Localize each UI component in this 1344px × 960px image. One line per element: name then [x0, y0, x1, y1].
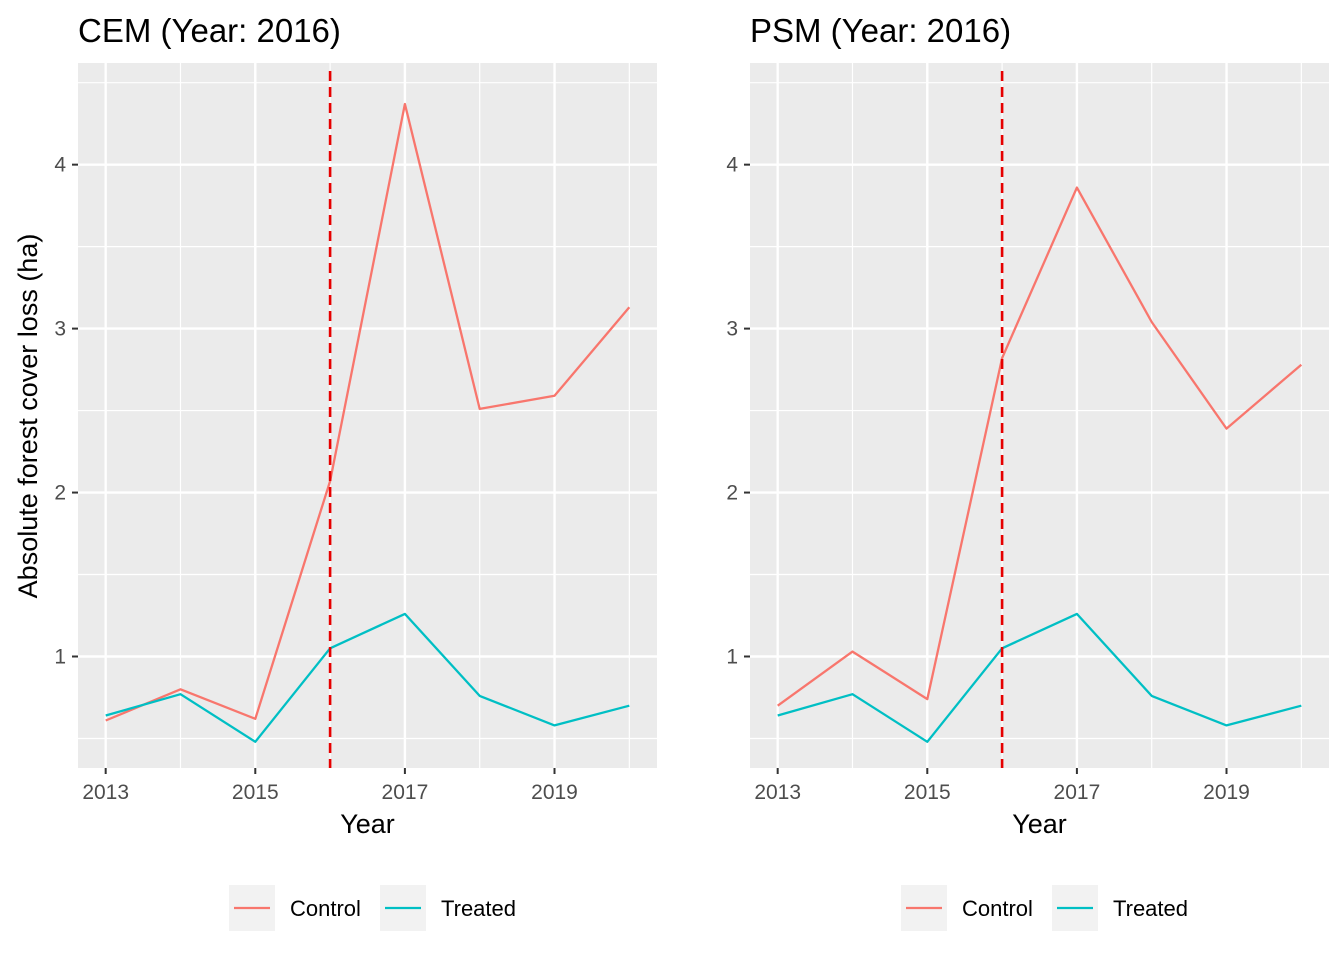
- x-axis-title: Year: [340, 809, 395, 839]
- x-axis-title: Year: [1012, 809, 1067, 839]
- series-line-control: [105, 102, 631, 722]
- y-tick-label: 4: [54, 154, 66, 177]
- chart-title: CEM (Year: 2016): [78, 12, 341, 49]
- y-tick-label: 1: [54, 646, 66, 669]
- legend-label-control: Control: [962, 896, 1033, 921]
- series-line-control: [777, 186, 1303, 707]
- legend-label-control: Control: [290, 896, 361, 921]
- series-line-treated: [777, 612, 1302, 743]
- x-tick-label: 2013: [754, 781, 801, 804]
- y-tick-label: 2: [54, 482, 66, 505]
- y-axis-title: Absolute forest cover loss (ha): [13, 234, 43, 599]
- legend: Control Treated: [901, 885, 1188, 931]
- panel-cem: CEM (Year: 2016) 2013 2015 2017 2019 1 2 3 4 Year…: [54, 12, 657, 931]
- plot-background: [750, 63, 1329, 768]
- legend-label-treated: Treated: [441, 896, 516, 921]
- y-tick-label: 1: [726, 646, 738, 669]
- x-tick-label: 2019: [1203, 781, 1250, 804]
- y-tick-label: 4: [726, 154, 738, 177]
- legend-label-treated: Treated: [1113, 896, 1188, 921]
- x-tick-label: 2015: [904, 781, 951, 804]
- series-line-treated: [105, 612, 630, 743]
- x-tick-label: 2017: [382, 781, 429, 804]
- y-tick-label: 3: [54, 318, 66, 341]
- x-tick-label: 2015: [232, 781, 279, 804]
- plot-background: [78, 63, 657, 768]
- x-tick-label: 2019: [531, 781, 578, 804]
- chart-title: PSM (Year: 2016): [750, 12, 1011, 49]
- legend: Control Treated: [229, 885, 516, 931]
- y-tick-label: 2: [726, 482, 738, 505]
- x-tick-label: 2017: [1054, 781, 1101, 804]
- y-tick-label: 3: [726, 318, 738, 341]
- x-tick-label: 2013: [82, 781, 129, 804]
- panel-psm: PSM (Year: 2016) 2013 2015 2017 2019 1 2 3 4 Year…: [726, 12, 1329, 931]
